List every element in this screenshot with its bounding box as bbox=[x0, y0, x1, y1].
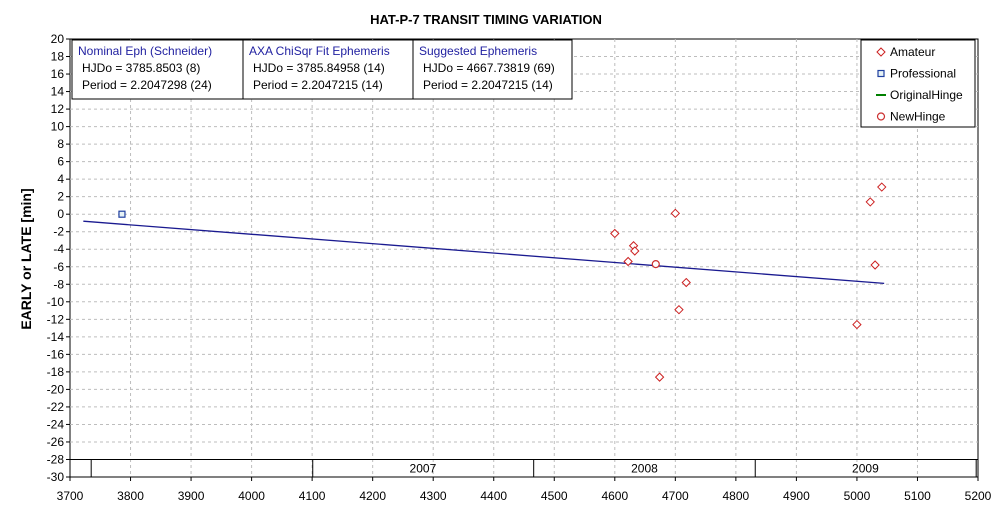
legend-label: Amateur bbox=[890, 45, 935, 59]
y-tick-label: 6 bbox=[57, 155, 64, 169]
y-tick-label: 18 bbox=[51, 50, 65, 64]
x-tick-label: 4100 bbox=[299, 489, 326, 503]
info-box-hjdo: HJDo = 4667.73819 (69) bbox=[423, 61, 555, 75]
y-axis-label: EARLY or LATE [min] bbox=[18, 188, 34, 329]
x-tick-label: 4900 bbox=[783, 489, 810, 503]
y-tick-label: -20 bbox=[47, 382, 65, 396]
y-tick-label: -16 bbox=[47, 347, 65, 361]
amateur-point bbox=[681, 277, 691, 288]
y-tick-label: -22 bbox=[47, 400, 65, 414]
year-label: 2008 bbox=[631, 461, 658, 475]
info-box-hjdo: HJDo = 3785.8503 (8) bbox=[82, 61, 200, 75]
y-tick-label: 14 bbox=[51, 85, 65, 99]
amateur-point bbox=[654, 372, 665, 382]
amateur-point bbox=[610, 228, 620, 239]
y-tick-label: -8 bbox=[53, 277, 64, 291]
y-axis-ticks: 20181614121086420-2-4-6-8-10-12-14-16-18… bbox=[47, 32, 70, 484]
amateur-point bbox=[674, 304, 684, 315]
info-box-period: Period = 2.2047215 (14) bbox=[423, 78, 553, 92]
x-tick-label: 3700 bbox=[57, 489, 84, 503]
y-tick-label: -14 bbox=[47, 330, 65, 344]
amateur-point bbox=[852, 319, 862, 330]
x-tick-label: 4400 bbox=[480, 489, 507, 503]
amateur-point bbox=[670, 208, 681, 219]
x-tick-label: 4300 bbox=[420, 489, 447, 503]
y-tick-label: -18 bbox=[47, 365, 65, 379]
y-tick-label: 8 bbox=[57, 137, 64, 151]
y-tick-label: -2 bbox=[53, 225, 64, 239]
y-tick-label: -24 bbox=[47, 417, 65, 431]
x-tick-label: 3800 bbox=[117, 489, 144, 503]
legend-label: OriginalHinge bbox=[890, 88, 963, 102]
x-axis-ticks: 3700 3800 3900 4000 4100 4200 4300 4400 4500 4600… bbox=[57, 477, 992, 503]
y-tick-label: -10 bbox=[47, 295, 65, 309]
legend-marker bbox=[877, 69, 885, 78]
grid-lines bbox=[70, 39, 978, 477]
x-tick-label: 5100 bbox=[904, 489, 931, 503]
y-tick-label: -6 bbox=[53, 260, 64, 274]
newhinge-point bbox=[651, 260, 660, 269]
y-tick-label: -26 bbox=[47, 435, 65, 449]
x-tick-label: 4000 bbox=[238, 489, 265, 503]
y-tick-label: 2 bbox=[57, 190, 64, 204]
info-box-title: Suggested Ephemeris bbox=[419, 44, 537, 58]
y-tick-label: -30 bbox=[47, 470, 65, 484]
y-tick-label: 16 bbox=[51, 67, 65, 81]
x-tick-label: 5200 bbox=[965, 489, 992, 503]
data-points-layer bbox=[118, 182, 887, 382]
info-box-period: Period = 2.2047298 (24) bbox=[82, 78, 212, 92]
fit-line-layer bbox=[83, 220, 885, 285]
x-tick-label: 3900 bbox=[178, 489, 205, 503]
x-tick-label: 4600 bbox=[601, 489, 628, 503]
ephemeris-info-boxes: Nominal Eph (Schneider) HJDo = 3785.8503 … bbox=[71, 39, 573, 100]
y-tick-label: 10 bbox=[51, 120, 65, 134]
info-box bbox=[412, 39, 573, 100]
legend-marker bbox=[876, 47, 886, 57]
legend-label: Professional bbox=[890, 67, 956, 81]
professional-point bbox=[118, 210, 126, 218]
y-tick-label: 0 bbox=[57, 207, 64, 221]
chart-title: HAT-P-7 TRANSIT TIMING VARIATION bbox=[370, 12, 602, 27]
plot-area bbox=[69, 38, 979, 478]
x-tick-label: 4800 bbox=[723, 489, 750, 503]
info-box-title: Nominal Eph (Schneider) bbox=[78, 44, 212, 58]
y-tick-label: 4 bbox=[57, 172, 64, 186]
amateur-point bbox=[630, 246, 640, 256]
legend-marker bbox=[876, 112, 886, 121]
amateur-point bbox=[623, 256, 633, 267]
y-tick-label: -4 bbox=[53, 242, 64, 256]
year-scale: 2007 2008 2009 bbox=[70, 458, 978, 477]
y-tick-label: 12 bbox=[51, 102, 65, 116]
info-box-title: AXA ChiSqr Fit Ephemeris bbox=[249, 44, 390, 58]
x-tick-label: 5000 bbox=[844, 489, 871, 503]
x-tick-label: 4200 bbox=[359, 489, 386, 503]
year-label: 2007 bbox=[410, 461, 437, 475]
legend: Amateur Professional OriginalHinge NewHinge bbox=[860, 39, 976, 128]
x-tick-label: 4500 bbox=[541, 489, 568, 503]
y-tick-label: -12 bbox=[47, 312, 65, 326]
amateur-point bbox=[870, 260, 880, 270]
year-label: 2009 bbox=[852, 461, 879, 475]
legend-label: NewHinge bbox=[890, 110, 946, 124]
x-tick-label: 4700 bbox=[662, 489, 689, 503]
y-tick-label: 20 bbox=[51, 32, 65, 46]
ephemeris-fit-line bbox=[83, 220, 885, 285]
amateur-point bbox=[865, 197, 875, 207]
y-tick-label: -28 bbox=[47, 452, 65, 466]
amateur-point bbox=[877, 182, 887, 192]
info-box-hjdo: HJDo = 3785.84958 (14) bbox=[253, 61, 385, 75]
info-box bbox=[242, 39, 414, 100]
info-box-period: Period = 2.2047215 (14) bbox=[253, 78, 383, 92]
